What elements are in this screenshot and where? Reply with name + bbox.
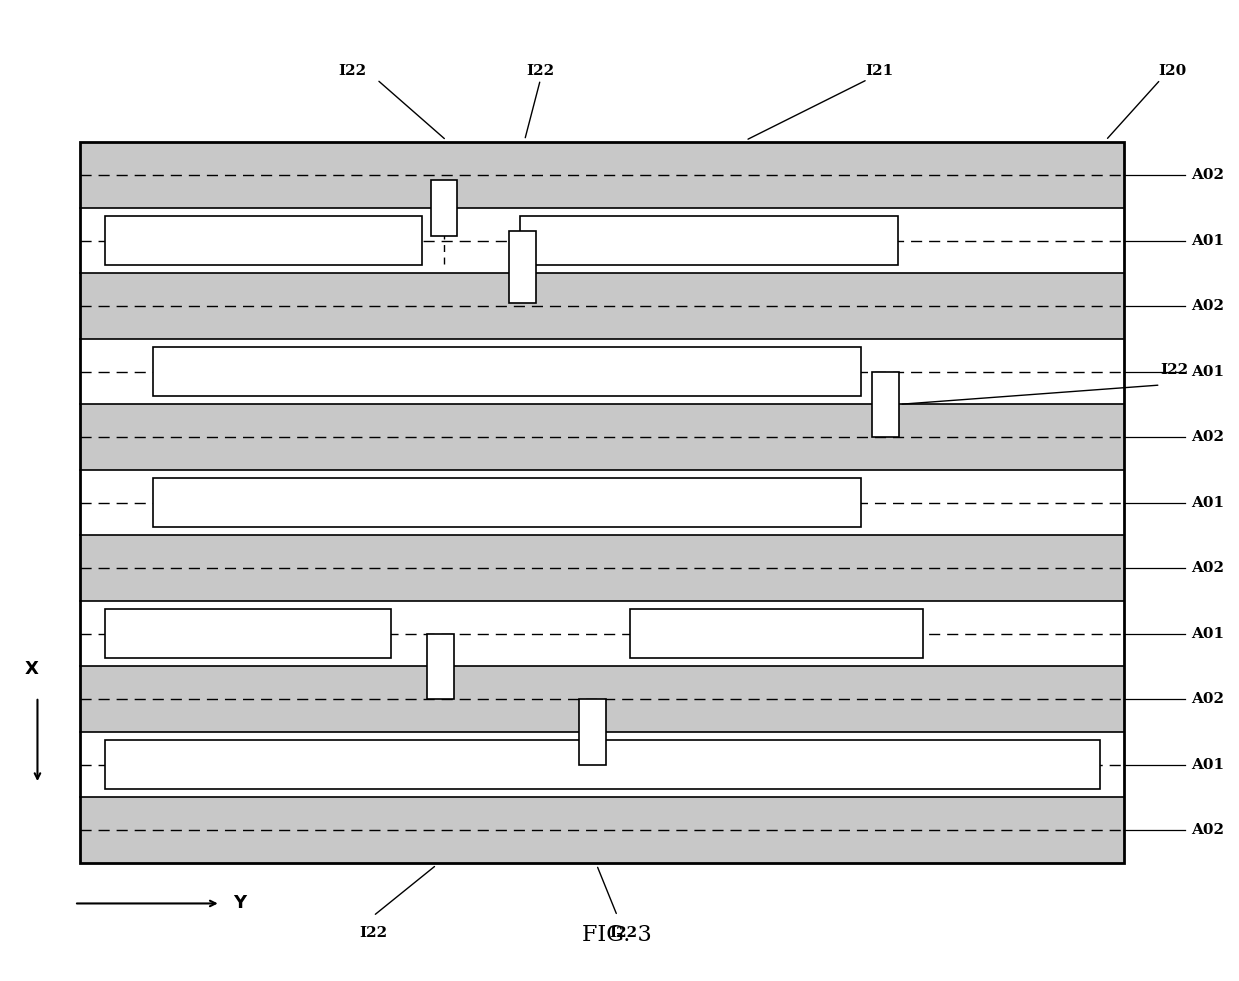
Text: A01: A01 (1191, 627, 1224, 641)
Text: I22: I22 (338, 64, 367, 77)
Text: I20: I20 (1158, 64, 1187, 77)
Text: I22: I22 (1161, 363, 1188, 378)
Text: I22: I22 (359, 926, 388, 940)
Bar (81, 732, 1124, 798)
Bar (81, 798, 1124, 863)
Bar (509, 231, 535, 303)
Text: A02: A02 (1191, 168, 1224, 182)
Text: I22: I22 (527, 64, 555, 77)
Bar (104, 740, 1099, 790)
Bar (81, 142, 1124, 208)
Bar (81, 470, 1124, 536)
Bar (81, 208, 1124, 274)
Bar (104, 608, 392, 658)
Bar (104, 216, 422, 266)
Text: A02: A02 (1191, 430, 1224, 444)
Bar (81, 274, 1124, 338)
Bar (519, 216, 898, 266)
Text: A01: A01 (1191, 365, 1224, 379)
Bar (427, 634, 453, 699)
Text: A02: A02 (1191, 823, 1224, 837)
Bar (81, 600, 1124, 666)
Bar (81, 404, 1124, 470)
Text: I21: I21 (866, 64, 893, 77)
Bar (81, 666, 1124, 732)
Text: X: X (25, 659, 38, 678)
Text: A01: A01 (1191, 233, 1224, 247)
Text: A02: A02 (1191, 561, 1224, 575)
Text: A01: A01 (1191, 757, 1224, 772)
Text: A02: A02 (1191, 299, 1224, 313)
Text: FIG. 3: FIG. 3 (582, 924, 652, 947)
Text: I22: I22 (610, 926, 638, 940)
Text: Y: Y (233, 895, 245, 912)
Text: A01: A01 (1191, 495, 1224, 509)
Bar (431, 180, 457, 235)
Bar (154, 346, 861, 396)
Text: A02: A02 (1191, 692, 1224, 706)
Bar (154, 478, 861, 528)
Bar (81, 536, 1124, 600)
Bar (580, 699, 606, 764)
Bar (629, 608, 923, 658)
Bar (872, 372, 900, 438)
Bar (81, 142, 1124, 863)
Bar (81, 338, 1124, 404)
